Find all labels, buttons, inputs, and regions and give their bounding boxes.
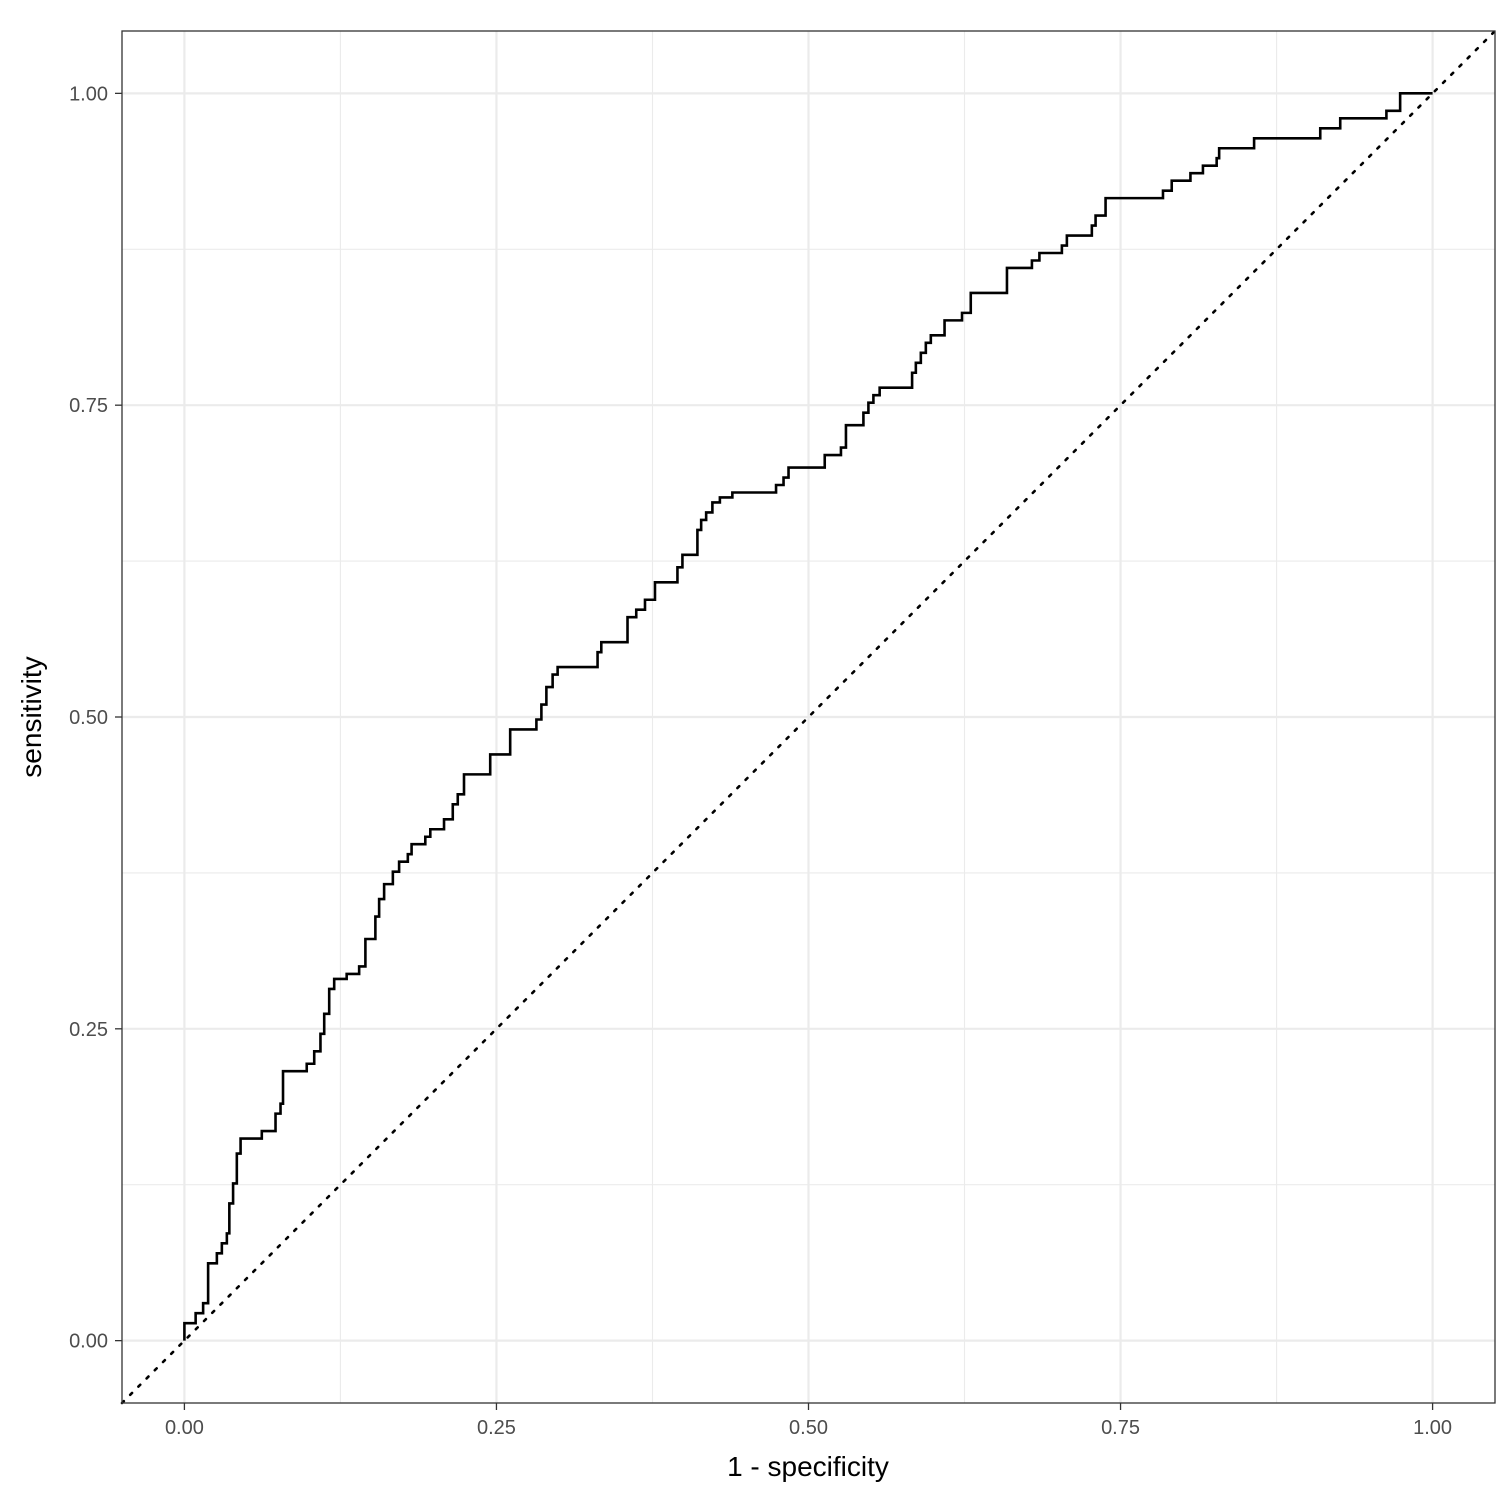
y-tick-label: 0.00 [69,1331,108,1353]
diagonal-reference-line [120,29,1497,1405]
y-tick-label: 0.75 [69,395,108,417]
x-axis-title: 1 - specificity [727,1451,889,1482]
roc-curve-line [183,92,1433,1341]
x-tick-label: 0.25 [477,1417,516,1439]
major-gridlines [122,31,1495,1403]
x-axis: 0.00 0.25 0.50 0.75 1.00 [165,1403,1452,1439]
y-tick-label: 0.25 [69,1019,108,1041]
x-tick-label: 1.00 [1413,1417,1452,1439]
y-tick-label: 1.00 [69,83,108,105]
series-layer [120,29,1497,1405]
y-axis: 0.00 0.25 0.50 0.75 1.00 [69,83,122,1353]
y-tick-label: 0.50 [69,707,108,729]
x-tick-label: 0.75 [1101,1417,1140,1439]
x-tick-label: 0.00 [165,1417,204,1439]
y-axis-title: sensitivity [16,656,47,777]
x-tick-label: 0.50 [789,1417,828,1439]
